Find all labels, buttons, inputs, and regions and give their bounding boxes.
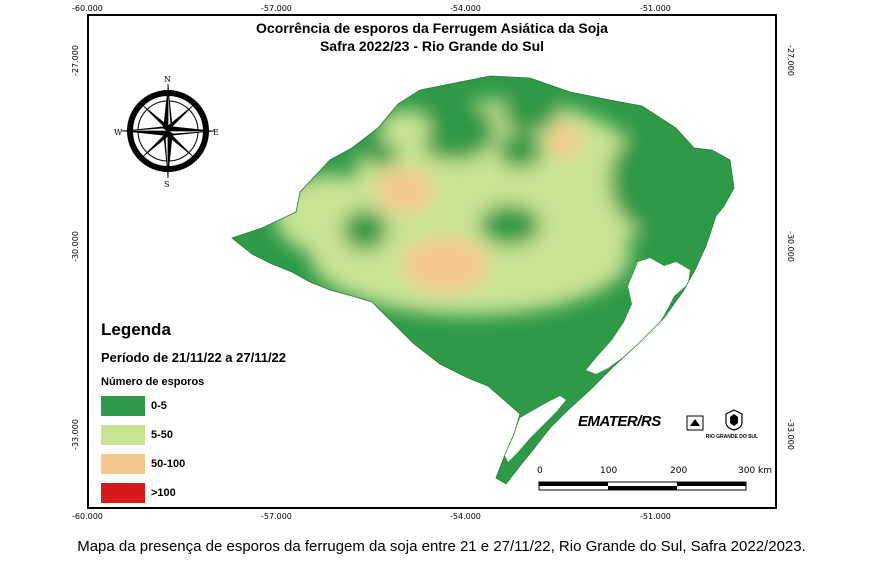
- legend-title: Legenda: [101, 320, 171, 339]
- compass-rose-icon: [120, 83, 216, 179]
- zone-dark-ne: [610, 125, 710, 235]
- scale-bar: [538, 481, 747, 491]
- emater-ascar-icon: [686, 415, 704, 431]
- lon-tick-bottom-2: -57.000: [261, 512, 292, 521]
- lon-tick-bottom-4: -51.000: [640, 512, 671, 521]
- lon-tick-bottom-3: -54.000: [450, 512, 481, 521]
- legend-label-5-50: 5-50: [151, 429, 174, 441]
- lon-tick-bottom-1: -60.000: [72, 512, 103, 521]
- lon-tick-top-4: -51.000: [640, 4, 671, 13]
- legend-item-100-plus: >100: [101, 483, 176, 503]
- gov-rs-label: RIO GRANDE DO SUL: [705, 434, 759, 440]
- zone-dark-central: [480, 205, 540, 245]
- compass-west-label: W: [114, 128, 123, 137]
- legend-item-50-100: 50-100: [101, 454, 185, 474]
- scale-label-200: 200: [670, 466, 688, 476]
- compass-east-label: E: [213, 128, 219, 137]
- compass-north-label: N: [164, 75, 171, 84]
- zone-dark-north-2: [502, 88, 558, 132]
- legend-swatch-50-100: [101, 454, 145, 474]
- legend-item-0-5: 0-5: [101, 396, 167, 416]
- map-title: Ocorrência de esporos da Ferrugem Asiáti…: [87, 19, 777, 55]
- zone-orange-south: [403, 237, 487, 293]
- scale-label-100: 100: [600, 466, 618, 476]
- compass-south-label: S: [164, 180, 170, 189]
- legend-label-0-5: 0-5: [151, 400, 167, 412]
- map-title-line-2: Safra 2022/23 - Rio Grande do Sul: [319, 38, 545, 54]
- legend-swatch-100-plus: [101, 483, 145, 503]
- lagoa-dos-patos: [586, 258, 690, 374]
- rs-state-outline: [231, 75, 735, 485]
- legend-item-5-50: 5-50: [101, 425, 173, 445]
- legend-label-100-plus: >100: [151, 487, 176, 499]
- lon-tick-top-2: -57.000: [261, 4, 292, 13]
- rs-coat-of-arms-icon: [725, 409, 743, 431]
- legend-subtitle: Número de esporos: [101, 376, 205, 388]
- zone-light-nw-small: [380, 110, 430, 150]
- figure-caption: Mapa da presença de esporos da ferrugem …: [77, 538, 806, 555]
- legend-label-50-100: 50-100: [151, 458, 186, 470]
- lon-tick-top-3: -54.000: [450, 4, 481, 13]
- legend-period: Período de 21/11/22 a 27/11/22: [101, 350, 287, 365]
- legend-swatch-0-5: [101, 396, 145, 416]
- scale-label-0: 0: [537, 466, 543, 476]
- zone-dark-west: [343, 210, 387, 250]
- scale-label-300: 300 km: [738, 466, 773, 476]
- zone-orange-north: [377, 168, 433, 212]
- lon-tick-top-1: -60.000: [72, 4, 103, 13]
- legend-swatch-5-50: [101, 425, 145, 445]
- zone-dark-north-1: [415, 100, 495, 160]
- emater-logo: EMATER/RS: [578, 413, 661, 430]
- zone-dark-north-3: [498, 132, 542, 168]
- map-title-line-1: Ocorrência de esporos da Ferrugem Asiáti…: [256, 20, 608, 36]
- lagoa-mirim: [504, 396, 566, 462]
- zone-orange-ne: [550, 122, 580, 158]
